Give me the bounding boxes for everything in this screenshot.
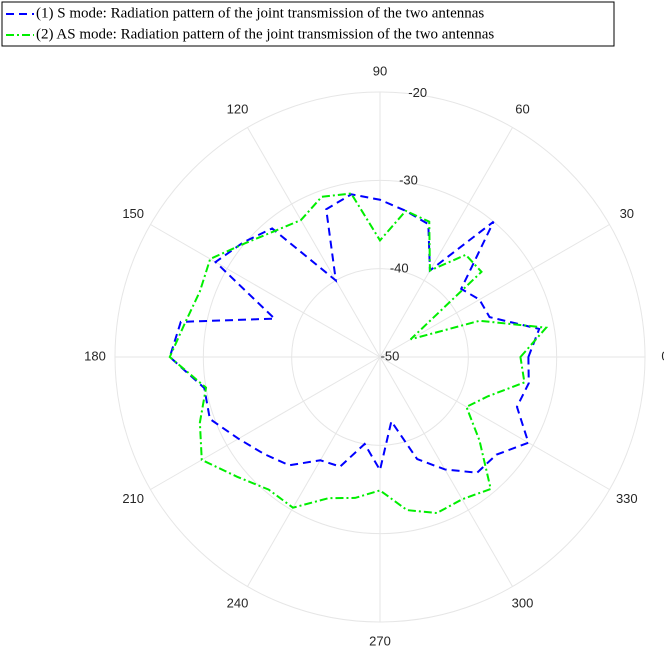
grid-spoke: [247, 356, 381, 587]
r-tick-label: -50: [381, 348, 400, 363]
theta-tick-label: 60: [515, 102, 529, 117]
legend: (1) S mode: Radiation pattern of the joi…: [1, 1, 615, 47]
grid: 0 30 60 90 120 150 180 210 240 270 300 330 -50 -40 -30…: [84, 63, 664, 648]
legend-label: (1) S mode: Radiation pattern of the joi…: [36, 5, 484, 21]
grid-spoke: [379, 127, 513, 358]
theta-tick-label: 330: [616, 491, 638, 506]
theta-tick-label: 90: [373, 63, 387, 78]
r-tick-label: -20: [408, 85, 427, 100]
theta-tick-label: 30: [620, 206, 634, 221]
grid-spoke: [379, 356, 513, 587]
legend-label: (2) AS mode: Radiation pattern of the jo…: [36, 26, 494, 42]
theta-tick-label: 270: [369, 633, 391, 648]
plot-area: [168, 192, 549, 515]
series-line: [168, 192, 549, 515]
grid-spoke: [150, 356, 381, 490]
r-tick-label: -30: [399, 173, 418, 188]
theta-tick-label: 240: [227, 595, 249, 610]
theta-tick-label: 120: [227, 102, 249, 117]
theta-tick-label: 0: [661, 348, 664, 363]
grid-spoke: [379, 224, 610, 358]
theta-tick-label: 210: [122, 491, 144, 506]
theta-tick-label: 150: [122, 206, 144, 221]
grid-spoke: [379, 356, 610, 490]
legend-box: [1, 1, 615, 47]
r-tick-label: -40: [390, 261, 409, 276]
grid-spoke: [247, 127, 381, 358]
theta-tick-label: 180: [84, 348, 106, 363]
grid-spoke: [150, 224, 381, 358]
theta-tick-label: 300: [512, 595, 534, 610]
series-line: [168, 193, 541, 474]
